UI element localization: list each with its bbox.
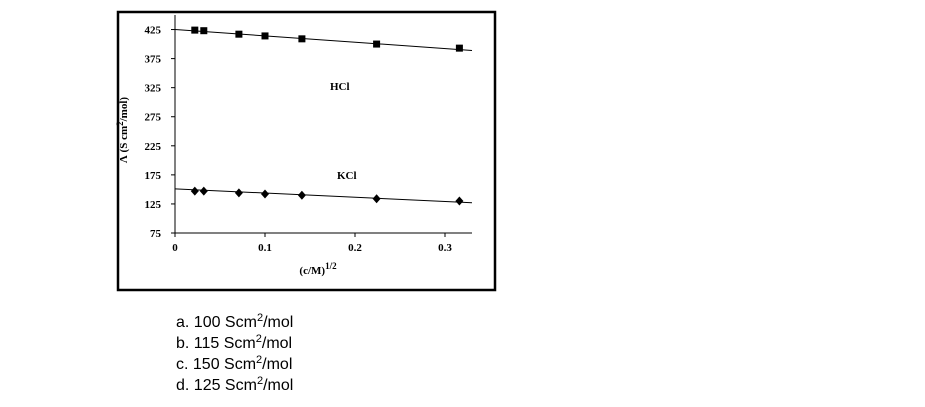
square-marker — [373, 40, 381, 48]
x-axis-label: (c/M)1/2 — [299, 261, 337, 277]
x-label-sup: 1/2 — [325, 261, 337, 271]
fit-line — [174, 29, 473, 51]
square-marker — [235, 30, 243, 38]
series-label: HCl — [330, 81, 350, 93]
x-tick-label: 0.2 — [348, 242, 362, 254]
y-tick-label: 325 — [145, 83, 162, 95]
y-axis-label: Λ (S cm2/mol) — [115, 97, 130, 163]
option-text: d. 125 Scm — [176, 377, 257, 394]
square-marker — [261, 32, 269, 40]
y-tick-label: 125 — [145, 199, 162, 211]
x-label-text: (c/M) — [299, 265, 325, 277]
fit-line — [174, 188, 473, 204]
diamond-marker — [372, 194, 381, 204]
square-marker — [455, 44, 463, 52]
y-tick-label: 75 — [150, 228, 162, 240]
option-sup: 2 — [257, 312, 263, 324]
square-marker — [200, 27, 208, 35]
y-tick-label: 425 — [145, 25, 162, 37]
square-marker — [191, 26, 199, 34]
option-unit: /mol — [263, 314, 293, 331]
y-tick-label: 175 — [145, 170, 162, 182]
y-label-end: /mol) — [118, 97, 130, 123]
y-label-sup: 2 — [115, 121, 125, 126]
option-text: c. 150 Scm — [176, 356, 256, 373]
square-marker — [298, 35, 306, 43]
option-sup: 2 — [256, 333, 262, 345]
option-sup: 2 — [257, 375, 263, 387]
option: d. 125 Scm2/mol — [176, 375, 293, 394]
y-tick-label: 375 — [145, 54, 162, 66]
chart-frame — [116, 10, 497, 292]
option: c. 150 Scm2/mol — [176, 354, 292, 373]
diamond-marker — [261, 189, 269, 199]
y-tick-label: 225 — [145, 141, 162, 153]
option-text: b. 115 Scm — [176, 335, 256, 352]
diamond-marker — [297, 190, 306, 200]
x-tick-label: 0.1 — [258, 242, 272, 254]
option: a. 100 Scm2/mol — [176, 312, 293, 331]
series-label: KCl — [337, 170, 357, 182]
option-unit: /mol — [262, 335, 292, 352]
y-label-text: Λ (S cm — [118, 126, 130, 163]
option-unit: /mol — [262, 356, 292, 373]
option-unit: /mol — [263, 377, 293, 394]
x-tick-label: 0 — [172, 242, 178, 254]
option: b. 115 Scm2/mol — [176, 333, 292, 352]
chart: Λ (S cm2/mol) (c/M)1/2 75 125 175 225 275 325… — [115, 10, 497, 292]
diamond-marker — [199, 186, 208, 196]
y-tick-label: 275 — [145, 112, 162, 124]
diamond-marker — [190, 186, 199, 196]
diamond-marker — [455, 196, 464, 206]
x-tick-label: 0.3 — [438, 242, 452, 254]
option-text: a. 100 Scm — [176, 314, 257, 331]
option-sup: 2 — [256, 354, 262, 366]
diamond-marker — [234, 188, 243, 198]
